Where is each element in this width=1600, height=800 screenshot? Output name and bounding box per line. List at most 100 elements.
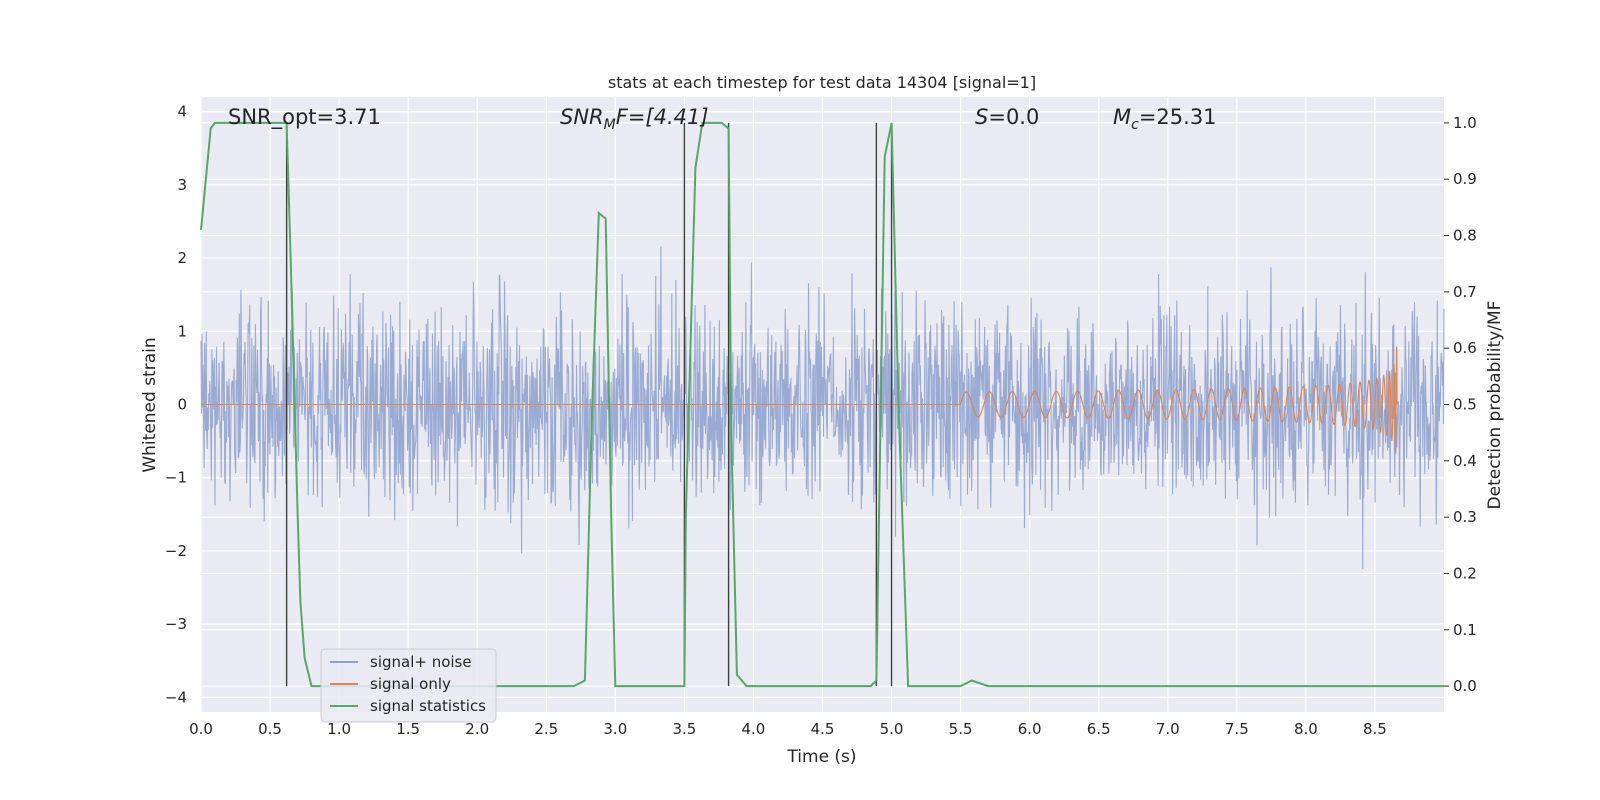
y2-tick: 1.0 bbox=[1444, 114, 1477, 132]
x-tick-label: 2.0 bbox=[465, 720, 489, 738]
x-tick-label: 6.5 bbox=[1087, 720, 1111, 738]
x-tick-label: 8.0 bbox=[1294, 720, 1318, 738]
x-tick-label: 8.5 bbox=[1363, 720, 1387, 738]
x-tick-label: 1.0 bbox=[327, 720, 351, 738]
y-tick: 1 bbox=[177, 322, 187, 340]
series-noise-line bbox=[200, 246, 1445, 570]
y-tick-label: 0 bbox=[177, 396, 187, 414]
y-tick-label: 3 bbox=[177, 176, 187, 194]
y-tick: −2 bbox=[165, 542, 187, 560]
legend-label-noise: signal+ noise bbox=[370, 653, 472, 671]
y2-tick-label: 0.8 bbox=[1453, 227, 1477, 245]
x-tick: 6.0 bbox=[1018, 720, 1042, 738]
y2-tick: 0.4 bbox=[1444, 452, 1477, 470]
x-tick: 1.5 bbox=[396, 720, 420, 738]
x-tick-label: 3.5 bbox=[672, 720, 696, 738]
y-axis-ticks: −4 −3 −2 −1 0 1 2 3 4 bbox=[165, 103, 187, 707]
signal-only-series bbox=[201, 346, 1398, 453]
snr-mf-value: F=[4.41] bbox=[616, 105, 709, 129]
y2-tick-label: 0.4 bbox=[1453, 452, 1477, 470]
y2-tick-label: 0.6 bbox=[1453, 339, 1477, 357]
y-tick-label: 1 bbox=[177, 322, 187, 340]
y-tick-label: −3 bbox=[165, 615, 187, 633]
y-tick: −4 bbox=[165, 688, 187, 706]
mc-sub: c bbox=[1131, 117, 1139, 133]
signal-statistics-series bbox=[200, 121, 1444, 688]
y2-tick-label: 0.9 bbox=[1453, 170, 1477, 188]
x-tick: 4.0 bbox=[742, 720, 766, 738]
y2-tick: 0.8 bbox=[1444, 227, 1477, 245]
annotation-snr-mf: SNRMF=[4.41] bbox=[560, 105, 709, 133]
x-tick: 8.0 bbox=[1294, 720, 1318, 738]
noise-series bbox=[200, 246, 1445, 570]
x-tick-label: 0.5 bbox=[258, 720, 282, 738]
y-tick-label: −1 bbox=[165, 469, 187, 487]
x-tick: 6.5 bbox=[1087, 720, 1111, 738]
y2-tick: 0.7 bbox=[1444, 283, 1477, 301]
y-tick-label: 4 bbox=[177, 103, 187, 121]
y-tick: 0 bbox=[177, 396, 187, 414]
x-tick-label: 4.0 bbox=[742, 720, 766, 738]
annotation-mc: Mc=25.31 bbox=[1113, 105, 1217, 133]
legend-label-stats: signal statistics bbox=[370, 697, 486, 715]
y2-axis-ticks: 0.0 0.1 0.2 0.3 0.4 0.5 0.6 0.7 0.8 0.9 1.0 bbox=[1444, 114, 1477, 695]
y-tick: −1 bbox=[165, 469, 187, 487]
x-tick-label: 4.5 bbox=[811, 720, 835, 738]
x-tick: 5.5 bbox=[949, 720, 973, 738]
x-tick: 5.0 bbox=[880, 720, 904, 738]
x-tick: 2.5 bbox=[534, 720, 558, 738]
y-tick: 2 bbox=[177, 249, 187, 267]
x-axis-ticks: 0.0 0.5 1.0 1.5 2.0 2.5 3.0 3.5 4.0 4.5 5.0 5.5 6.0 6… bbox=[189, 720, 1387, 738]
x-tick: 7.0 bbox=[1156, 720, 1180, 738]
snr-mf-sub: M bbox=[604, 117, 616, 133]
y-tick-label: 2 bbox=[177, 249, 187, 267]
y2-tick-label: 1.0 bbox=[1453, 114, 1477, 132]
x-tick: 8.5 bbox=[1363, 720, 1387, 738]
x-tick: 0.5 bbox=[258, 720, 282, 738]
s-value: =0.0 bbox=[988, 105, 1039, 129]
mc-label: M bbox=[1113, 105, 1131, 129]
y2-tick-label: 0.5 bbox=[1453, 396, 1477, 414]
x-tick-label: 7.5 bbox=[1225, 720, 1249, 738]
x-tick: 7.5 bbox=[1225, 720, 1249, 738]
chart-title: stats at each timestep for test data 143… bbox=[608, 73, 1036, 92]
y-tick: 4 bbox=[177, 103, 187, 121]
x-axis-label: Time (s) bbox=[786, 747, 856, 767]
y2-tick-label: 0.3 bbox=[1453, 508, 1477, 526]
y2-tick-label: 0.0 bbox=[1453, 677, 1477, 695]
series-signal-line bbox=[201, 346, 1398, 453]
y2-tick-label: 0.7 bbox=[1453, 283, 1477, 301]
legend-label-signal: signal only bbox=[370, 675, 451, 693]
y-tick: −3 bbox=[165, 615, 187, 633]
y2-tick: 0.2 bbox=[1444, 564, 1477, 582]
x-tick: 0.0 bbox=[189, 720, 213, 738]
y2-axis-label: Detection probability/MF bbox=[1485, 301, 1505, 510]
y-tick-label: −2 bbox=[165, 542, 187, 560]
annotation-snr-opt: SNR_opt=3.71 bbox=[228, 105, 381, 130]
x-tick-label: 0.0 bbox=[189, 720, 213, 738]
x-tick-label: 5.0 bbox=[880, 720, 904, 738]
x-tick: 2.0 bbox=[465, 720, 489, 738]
y2-tick: 0.3 bbox=[1444, 508, 1477, 526]
y-axis-label: Whitened strain bbox=[140, 337, 160, 472]
snr-mf-label: SNR bbox=[560, 105, 604, 129]
x-tick: 1.0 bbox=[327, 720, 351, 738]
x-tick-label: 5.5 bbox=[949, 720, 973, 738]
x-tick-label: 7.0 bbox=[1156, 720, 1180, 738]
annotation-s: S=0.0 bbox=[975, 105, 1039, 129]
series-statistics-line bbox=[200, 121, 1444, 688]
x-tick-label: 6.0 bbox=[1018, 720, 1042, 738]
y2-tick: 0.9 bbox=[1444, 170, 1477, 188]
y2-tick: 0.0 bbox=[1444, 677, 1477, 695]
x-tick-label: 1.5 bbox=[396, 720, 420, 738]
y2-tick: 0.1 bbox=[1444, 621, 1477, 639]
y2-tick-label: 0.2 bbox=[1453, 564, 1477, 582]
y-tick-label: −4 bbox=[165, 688, 187, 706]
y2-tick: 0.5 bbox=[1444, 396, 1477, 414]
s-label: S bbox=[975, 105, 988, 129]
legend-box bbox=[320, 648, 497, 723]
mc-value: =25.31 bbox=[1139, 105, 1217, 129]
x-tick-label: 3.0 bbox=[603, 720, 627, 738]
x-tick: 4.5 bbox=[811, 720, 835, 738]
